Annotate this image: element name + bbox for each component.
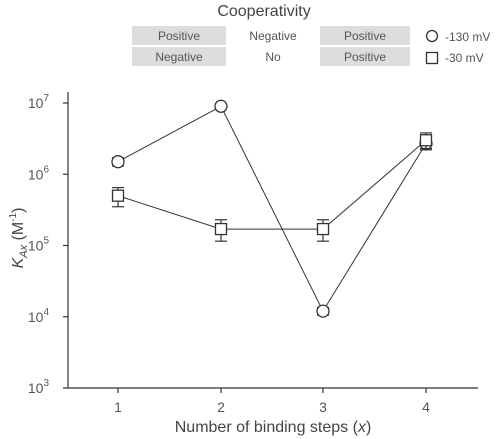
table-cell-text: No (265, 50, 281, 64)
series-square (111, 132, 433, 242)
table-cell (320, 47, 410, 66)
series-circle (111, 99, 433, 318)
series-line (117, 139, 427, 230)
legend-label: -30 mV (445, 51, 484, 65)
table-cell (132, 47, 226, 66)
table-cell-text: Positive (344, 50, 386, 64)
y-tick-label: 104 (28, 307, 50, 325)
legend-label: -130 mV (445, 30, 490, 44)
y-tick-label: 105 (28, 236, 50, 254)
data-point-square (111, 189, 125, 202)
axes (67, 92, 478, 389)
x-ticks: 1 2 3 4 (114, 388, 430, 415)
y-ticks: 103 104 105 106 107 (28, 93, 68, 396)
series-layer (111, 99, 433, 318)
cooperativity-table: Positive Negative Positive Negative No Positi… (132, 26, 410, 66)
x-tick-label: 1 (114, 399, 122, 415)
legend-marker-square (425, 51, 439, 65)
table-cell (228, 47, 318, 66)
chart-title: Cooperativity (217, 3, 310, 20)
x-tick-label: 2 (217, 399, 225, 415)
table-cell (228, 26, 318, 45)
data-point-square (419, 134, 433, 147)
y-tick-label: 106 (28, 164, 50, 182)
series-line (117, 105, 427, 313)
data-point-square (214, 222, 228, 236)
data-point-circle (316, 304, 330, 318)
legend-marker-circle (425, 29, 439, 43)
data-point-circle (111, 155, 125, 169)
x-tick-label: 3 (319, 399, 327, 415)
data-point-circle (214, 99, 228, 113)
legend: -130 mV -30 mV (425, 29, 490, 65)
x-tick-label: 4 (422, 399, 430, 415)
table-cell-text: Negative (249, 29, 297, 43)
table-cell-text: Positive (158, 29, 200, 43)
y-tick-label: 103 (28, 378, 50, 396)
y-tick-label: 107 (28, 93, 50, 111)
table-cell (320, 26, 410, 45)
x-axis-label: Number of binding steps (x) (175, 419, 372, 436)
table-cell (132, 26, 226, 45)
data-point-square (316, 222, 330, 236)
table-cell-text: Positive (344, 29, 386, 43)
table-cell-text: Negative (155, 50, 203, 64)
y-axis-label: KAx (M-1) (8, 208, 30, 269)
